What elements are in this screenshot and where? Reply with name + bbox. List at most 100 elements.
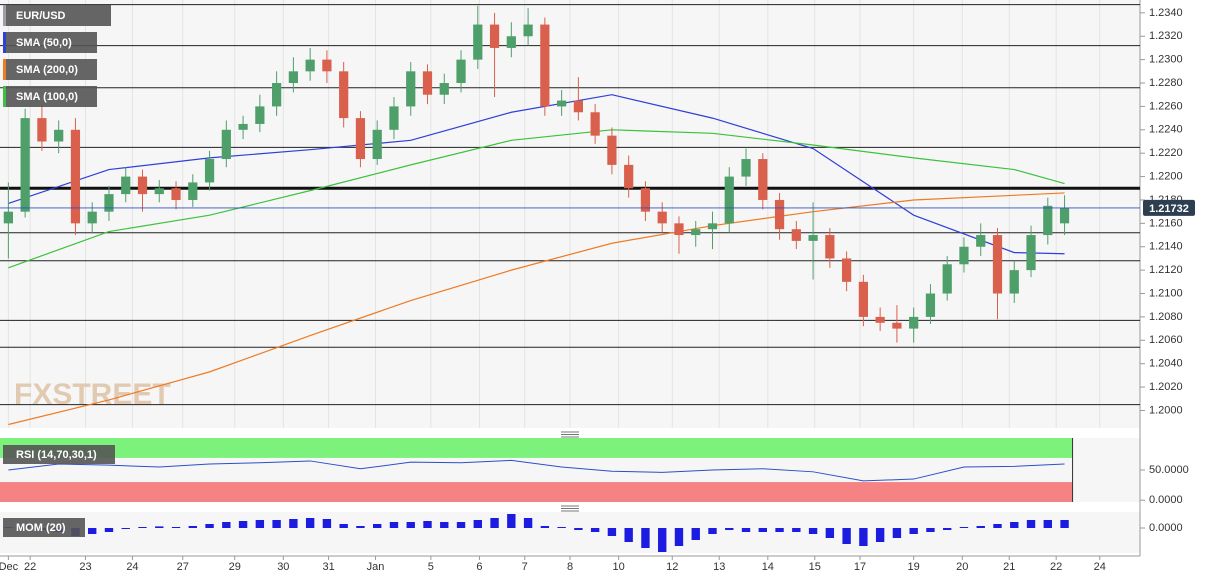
y-tick-label: 0.0000 [1149,522,1183,534]
candle-body [456,59,466,84]
mom-bar [574,528,583,530]
mom-bar [305,518,315,528]
mom-bar [708,528,717,534]
x-tick-label: 24 [126,561,138,573]
candle-body [808,235,818,241]
mom-bar [926,528,935,532]
candle-body [825,235,835,259]
legend-entry-box [3,86,97,107]
candle-body [774,199,785,230]
candle-body [791,229,801,241]
y-tick-label: 1.2220 [1149,147,1183,159]
mom-bar [641,528,650,548]
x-tick-label: 13 [713,561,725,573]
legend-entry-box [3,32,97,53]
legend-entry-box [3,5,111,26]
y-tick-label: 1.2320 [1149,30,1183,42]
mom-bar [741,528,751,532]
mom-bar [289,519,298,528]
mom-bar [859,528,868,546]
legend-entry: SMA (200,0) [16,64,78,76]
x-tick-label: 21 [1003,561,1015,573]
x-tick-label: 5 [428,561,434,573]
mom-bar [88,528,97,534]
candle-body [842,258,852,282]
mom-bar [322,519,332,528]
mom-bar [255,520,265,528]
mom-bar [406,522,415,528]
x-tick-label: 23 [79,561,91,573]
candle-body [875,316,885,323]
panel-label-box [3,445,115,464]
candle-body [389,106,399,130]
panel-label: RSI (14,70,30,1) [16,449,97,461]
legend-entry: SMA (50,0) [16,37,72,49]
mom-bar [1043,520,1052,528]
mom-bar [808,528,818,534]
candle-body [657,211,667,224]
y-tick-label: 1.2100 [1149,287,1183,299]
y-tick-label: 1.2080 [1149,311,1183,323]
mom-bar [825,528,835,538]
mom-bar [440,522,449,528]
y-tick-label: 1.2060 [1149,334,1183,346]
panel-resize-handle[interactable] [561,431,579,438]
x-tick-label: 12 [666,561,678,573]
candle-body [557,100,567,107]
candle-body [506,36,516,48]
candle-body [724,176,734,224]
mom-bar [792,528,801,532]
x-tick-label: Dec [0,561,19,573]
x-tick-label: 10 [612,561,624,573]
mom-bar [909,528,918,534]
candle-body [1009,270,1019,294]
candle-body [858,281,868,317]
mom-bar [222,522,231,528]
mom-bar [423,521,432,528]
mom-bar [373,524,382,528]
mom-bar [272,520,281,528]
y-tick-label: 50.0000 [1149,464,1189,476]
candle-body [1059,207,1070,224]
y-tick-label: 1.2240 [1149,124,1183,136]
legend-entry-swatch [3,32,6,53]
candle-body [959,246,969,265]
mom-bar [993,524,1002,528]
mom-bar [1010,522,1019,528]
mom-bar [238,521,248,528]
candle-body [925,293,936,317]
panel-resize-handle[interactable] [561,505,579,512]
mom-bar [691,528,700,540]
y-tick-label: 1.2160 [1149,217,1183,229]
candle-body [976,235,986,247]
candle-body [355,118,366,160]
candle-body [741,159,751,177]
candle-body [255,106,265,124]
candle-body [305,59,315,72]
legend-entry: EUR/USD [16,10,66,22]
y-tick-label: 1.2120 [1149,264,1183,276]
legend-entry-swatch [3,5,6,26]
candle-body [640,188,651,212]
candle-body [137,176,148,195]
candle-body [339,71,349,119]
x-tick-label: 20 [956,561,968,573]
mom-bar [590,528,600,532]
candle-body [691,229,701,236]
x-tick-label: 27 [177,561,189,573]
candle-body [540,24,550,107]
mom-bar [171,527,181,528]
last-price-box [1143,199,1195,216]
legend-entry-swatch [3,59,6,80]
candle-body [590,112,600,136]
panel-label-box [3,518,85,537]
legend-entry-swatch [3,86,6,107]
x-tick-label: 8 [567,561,573,573]
y-tick-label: 1.2340 [1149,7,1183,19]
sma-line [8,129,1065,269]
candle-body [624,164,634,189]
mom-bar [339,524,348,528]
candle-body [573,100,583,113]
mom-bar [523,518,533,528]
